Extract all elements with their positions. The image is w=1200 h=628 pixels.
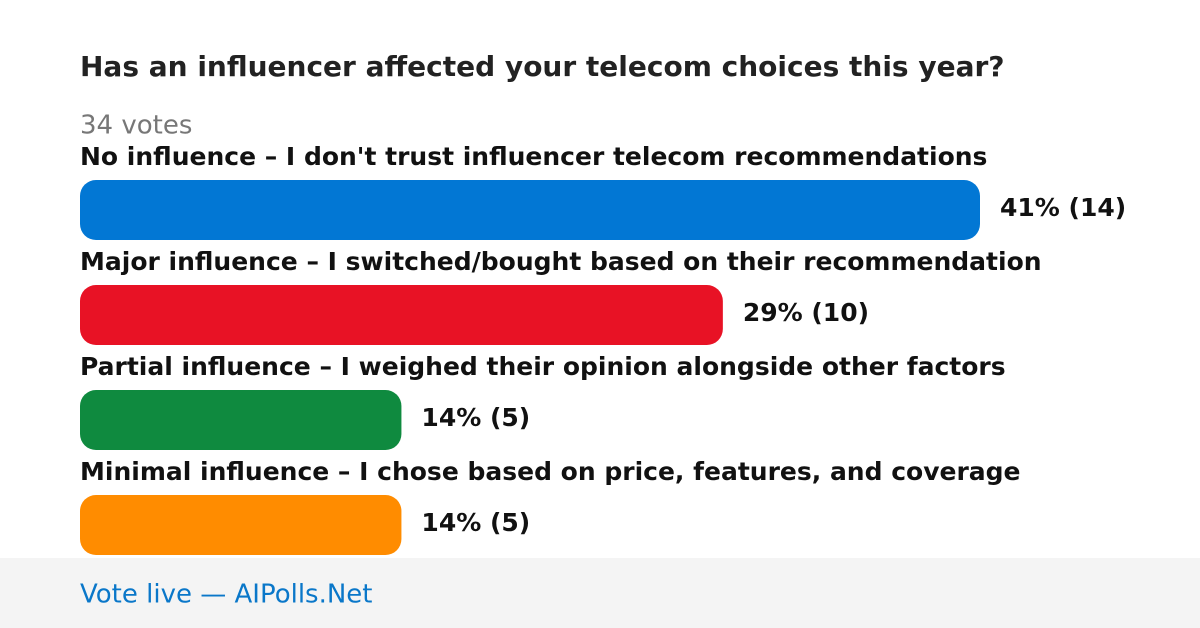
option-label: Major influence – I switched/bought base…: [80, 247, 1042, 276]
footer-band: [0, 558, 1200, 628]
bar: [80, 285, 723, 345]
bar: [80, 495, 402, 555]
value-label: 14% (5): [421, 508, 530, 537]
vote-count: 34 votes: [80, 111, 192, 141]
option-label: Partial influence – I weighed their opin…: [80, 352, 1006, 381]
option-label: Minimal influence – I chose based on pri…: [80, 457, 1021, 486]
bar: [80, 390, 402, 450]
footer-link[interactable]: Vote live — AIPolls.Net: [80, 580, 373, 610]
option-label: No influence – I don't trust influencer …: [80, 142, 987, 171]
value-label: 14% (5): [421, 403, 530, 432]
bar: [80, 180, 980, 240]
value-label: 41% (14): [1000, 193, 1126, 222]
chart-title: Has an influencer affected your telecom …: [80, 50, 1005, 83]
value-label: 29% (10): [743, 298, 869, 327]
